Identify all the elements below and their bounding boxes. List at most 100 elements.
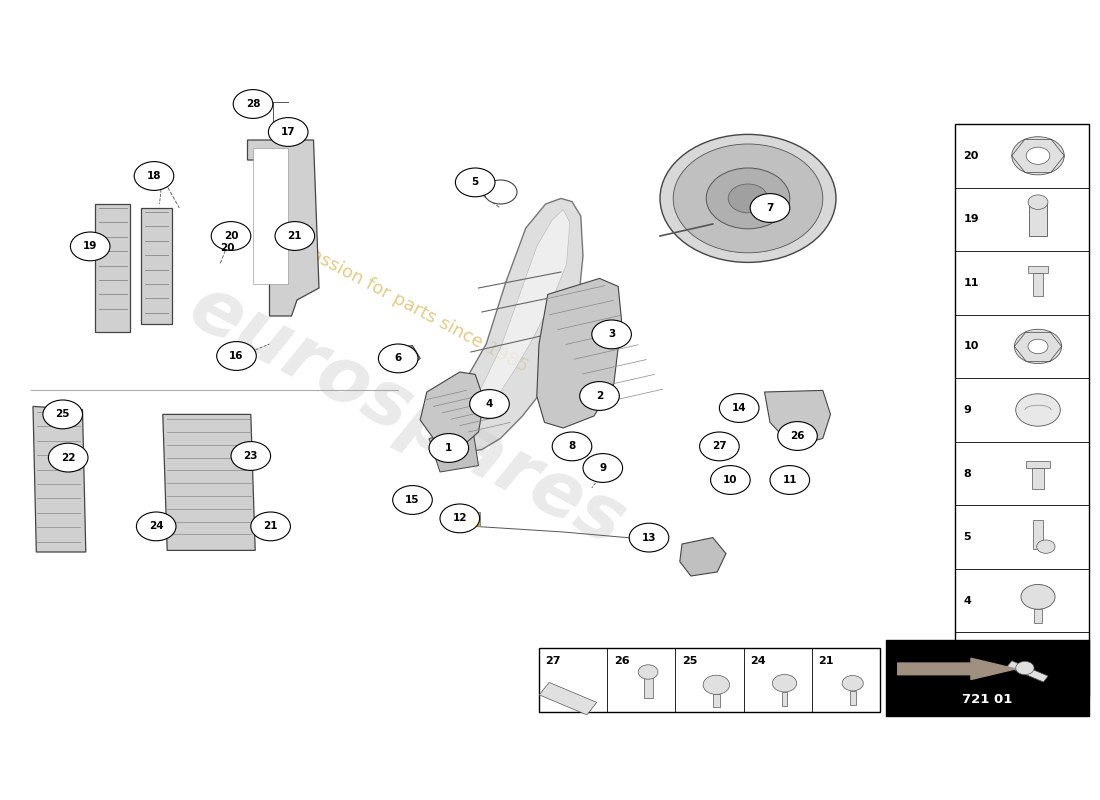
Circle shape xyxy=(552,432,592,461)
Bar xyxy=(886,640,1089,716)
Polygon shape xyxy=(387,346,420,370)
Circle shape xyxy=(1028,339,1048,354)
Circle shape xyxy=(1015,662,1034,674)
Text: 20: 20 xyxy=(964,150,979,161)
Text: 20: 20 xyxy=(220,243,234,253)
Bar xyxy=(850,691,856,706)
Circle shape xyxy=(750,194,790,222)
Text: 25: 25 xyxy=(55,410,70,419)
Circle shape xyxy=(673,144,823,253)
Text: 24: 24 xyxy=(148,522,164,531)
Circle shape xyxy=(48,443,88,472)
Bar xyxy=(1034,610,1042,622)
Circle shape xyxy=(136,512,176,541)
Text: 6: 6 xyxy=(395,354,402,363)
Text: 17: 17 xyxy=(280,127,296,137)
Bar xyxy=(1028,202,1047,237)
Polygon shape xyxy=(253,148,288,284)
Bar xyxy=(1033,520,1043,549)
Text: 14: 14 xyxy=(732,403,747,413)
Text: 9: 9 xyxy=(964,405,971,415)
Text: 2: 2 xyxy=(596,391,603,401)
Text: 18: 18 xyxy=(146,171,162,181)
Text: 8: 8 xyxy=(569,442,575,451)
Text: 27: 27 xyxy=(546,656,561,666)
Circle shape xyxy=(1026,147,1049,164)
Circle shape xyxy=(580,382,619,410)
Text: eurospares: eurospares xyxy=(176,270,638,562)
Circle shape xyxy=(378,344,418,373)
Circle shape xyxy=(629,523,669,552)
Circle shape xyxy=(843,675,864,691)
Text: 21: 21 xyxy=(263,522,278,531)
Circle shape xyxy=(778,422,817,450)
Text: 13: 13 xyxy=(641,533,657,542)
Circle shape xyxy=(484,180,517,204)
Circle shape xyxy=(217,342,256,370)
Text: 8: 8 xyxy=(964,469,971,478)
Text: 22: 22 xyxy=(60,453,76,462)
Bar xyxy=(713,694,719,707)
Text: 11: 11 xyxy=(964,278,979,288)
Polygon shape xyxy=(764,390,830,446)
Circle shape xyxy=(1028,195,1048,210)
FancyArrow shape xyxy=(898,658,1015,679)
Text: 15: 15 xyxy=(405,495,420,505)
Circle shape xyxy=(251,512,290,541)
Circle shape xyxy=(440,504,480,533)
Text: 25: 25 xyxy=(682,656,697,666)
Text: 10: 10 xyxy=(964,342,979,351)
Bar xyxy=(1032,468,1044,489)
Text: 3: 3 xyxy=(608,330,615,339)
Text: 19: 19 xyxy=(964,214,979,224)
Text: 16: 16 xyxy=(229,351,244,361)
Circle shape xyxy=(393,486,432,514)
Circle shape xyxy=(706,168,790,229)
Circle shape xyxy=(703,675,729,694)
Text: 4: 4 xyxy=(486,399,493,409)
Text: 21: 21 xyxy=(818,656,834,666)
Polygon shape xyxy=(420,372,484,446)
Circle shape xyxy=(275,222,315,250)
Text: 1: 1 xyxy=(446,443,452,453)
Circle shape xyxy=(231,442,271,470)
Circle shape xyxy=(455,168,495,197)
Text: 21: 21 xyxy=(287,231,303,241)
Text: a passion for parts since 1985: a passion for parts since 1985 xyxy=(283,232,531,376)
Text: 10: 10 xyxy=(723,475,738,485)
Text: 26: 26 xyxy=(614,656,629,666)
Text: 5: 5 xyxy=(964,532,971,542)
Text: 20: 20 xyxy=(223,231,239,241)
Circle shape xyxy=(1021,585,1055,610)
Text: 19: 19 xyxy=(82,242,98,251)
Polygon shape xyxy=(429,198,583,452)
Text: 7: 7 xyxy=(767,203,773,213)
Circle shape xyxy=(43,400,82,429)
Circle shape xyxy=(453,510,475,526)
Text: 11: 11 xyxy=(782,475,797,485)
Circle shape xyxy=(711,466,750,494)
Circle shape xyxy=(557,437,587,459)
Bar xyxy=(539,648,880,712)
Circle shape xyxy=(429,434,469,462)
Text: 24: 24 xyxy=(750,656,766,666)
Circle shape xyxy=(700,432,739,461)
Polygon shape xyxy=(163,414,255,550)
Text: 27: 27 xyxy=(712,442,727,451)
Polygon shape xyxy=(680,538,726,576)
Bar xyxy=(1033,274,1043,296)
Polygon shape xyxy=(429,430,478,472)
Circle shape xyxy=(583,454,623,482)
Text: 5: 5 xyxy=(472,178,478,187)
Bar xyxy=(1027,266,1048,274)
Text: 23: 23 xyxy=(243,451,258,461)
Bar xyxy=(449,512,480,526)
Bar xyxy=(644,672,652,698)
Circle shape xyxy=(728,184,768,213)
Bar xyxy=(1026,461,1049,468)
Text: 4: 4 xyxy=(964,596,971,606)
Circle shape xyxy=(70,232,110,261)
Text: 721 01: 721 01 xyxy=(962,693,1012,706)
Bar xyxy=(955,124,1089,696)
Text: 12: 12 xyxy=(452,514,468,523)
